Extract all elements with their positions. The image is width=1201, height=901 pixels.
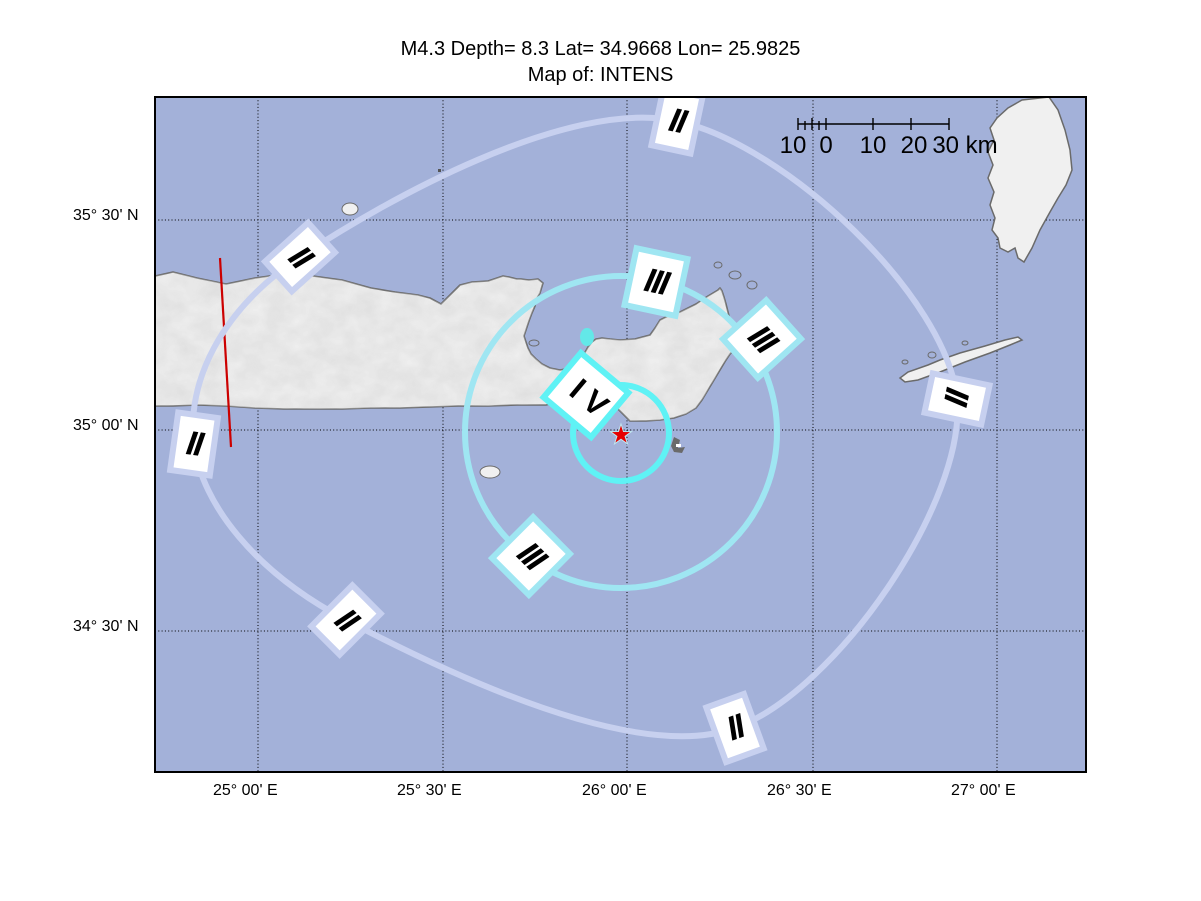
svg-text:10: 10: [860, 132, 887, 159]
svg-text:30 km: 30 km: [932, 132, 997, 159]
svg-text:10: 10: [780, 132, 807, 159]
svg-text:0: 0: [819, 132, 832, 159]
svg-text:20: 20: [901, 132, 928, 159]
